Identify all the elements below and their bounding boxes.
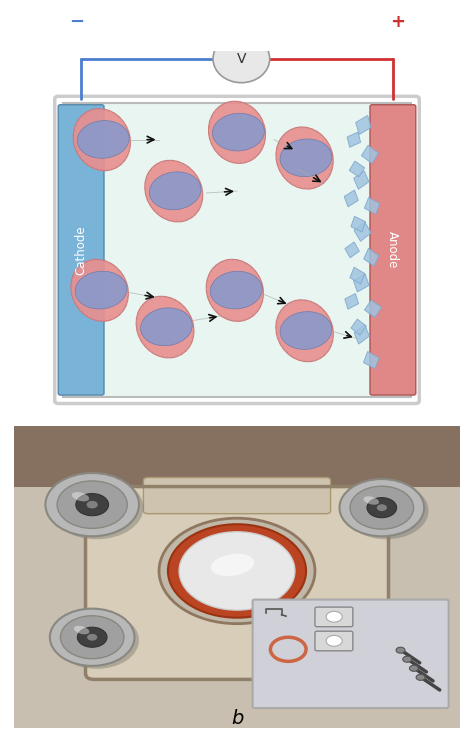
Circle shape (50, 609, 135, 666)
Ellipse shape (136, 296, 194, 358)
Ellipse shape (75, 271, 127, 309)
Bar (14, 426, 460, 487)
Circle shape (369, 628, 395, 646)
Polygon shape (351, 216, 365, 232)
Text: +: + (390, 13, 405, 31)
Circle shape (50, 476, 144, 539)
Polygon shape (354, 274, 369, 292)
Ellipse shape (209, 101, 265, 163)
Polygon shape (364, 351, 379, 369)
Text: Cathode: Cathode (74, 225, 88, 275)
FancyBboxPatch shape (370, 105, 416, 395)
Ellipse shape (212, 113, 264, 151)
Circle shape (55, 612, 139, 669)
Polygon shape (345, 242, 359, 258)
Circle shape (350, 486, 413, 529)
Circle shape (168, 524, 306, 617)
Ellipse shape (206, 259, 264, 321)
Ellipse shape (365, 627, 379, 634)
FancyBboxPatch shape (144, 478, 330, 514)
Ellipse shape (141, 308, 192, 345)
Ellipse shape (210, 271, 262, 309)
Circle shape (377, 504, 387, 511)
Ellipse shape (77, 121, 129, 158)
Circle shape (213, 35, 270, 83)
Ellipse shape (364, 496, 379, 505)
Circle shape (57, 481, 128, 528)
Polygon shape (354, 222, 371, 241)
Polygon shape (344, 190, 358, 207)
Polygon shape (349, 161, 365, 177)
Ellipse shape (72, 492, 89, 501)
Polygon shape (365, 198, 380, 214)
Circle shape (410, 665, 419, 671)
Ellipse shape (149, 172, 201, 209)
Text: Anode: Anode (386, 232, 400, 268)
Text: b: b (231, 709, 243, 728)
Polygon shape (347, 132, 361, 147)
FancyBboxPatch shape (253, 600, 448, 708)
Circle shape (87, 634, 97, 641)
Ellipse shape (145, 160, 203, 222)
FancyBboxPatch shape (58, 105, 104, 395)
Text: a: a (231, 428, 243, 447)
Circle shape (46, 473, 139, 537)
Circle shape (344, 612, 419, 663)
Polygon shape (345, 293, 358, 309)
Circle shape (76, 494, 109, 516)
Circle shape (77, 627, 107, 648)
FancyBboxPatch shape (63, 103, 411, 397)
Circle shape (159, 518, 315, 624)
Ellipse shape (71, 259, 128, 321)
Circle shape (416, 674, 425, 681)
Circle shape (377, 634, 386, 640)
Ellipse shape (280, 139, 332, 176)
Ellipse shape (276, 300, 333, 362)
Ellipse shape (276, 127, 333, 189)
Polygon shape (354, 325, 369, 344)
Circle shape (87, 501, 98, 509)
Polygon shape (364, 248, 379, 266)
Circle shape (354, 618, 410, 656)
Text: V: V (237, 51, 246, 66)
Polygon shape (351, 319, 366, 335)
Polygon shape (365, 300, 382, 318)
Circle shape (403, 656, 411, 662)
Text: −: − (69, 13, 84, 31)
Polygon shape (361, 146, 379, 163)
FancyBboxPatch shape (315, 631, 353, 650)
Circle shape (179, 532, 295, 610)
Ellipse shape (74, 626, 90, 634)
Polygon shape (356, 115, 371, 135)
Circle shape (348, 614, 424, 666)
Circle shape (367, 498, 397, 517)
Circle shape (344, 482, 428, 539)
Polygon shape (354, 171, 369, 190)
Circle shape (61, 616, 124, 659)
FancyBboxPatch shape (315, 607, 353, 627)
Circle shape (396, 648, 405, 653)
Ellipse shape (73, 109, 130, 171)
Ellipse shape (280, 312, 332, 349)
Polygon shape (350, 268, 365, 284)
Circle shape (326, 612, 342, 622)
FancyBboxPatch shape (85, 487, 389, 679)
Circle shape (339, 479, 424, 537)
Ellipse shape (211, 553, 254, 576)
Circle shape (326, 636, 342, 646)
